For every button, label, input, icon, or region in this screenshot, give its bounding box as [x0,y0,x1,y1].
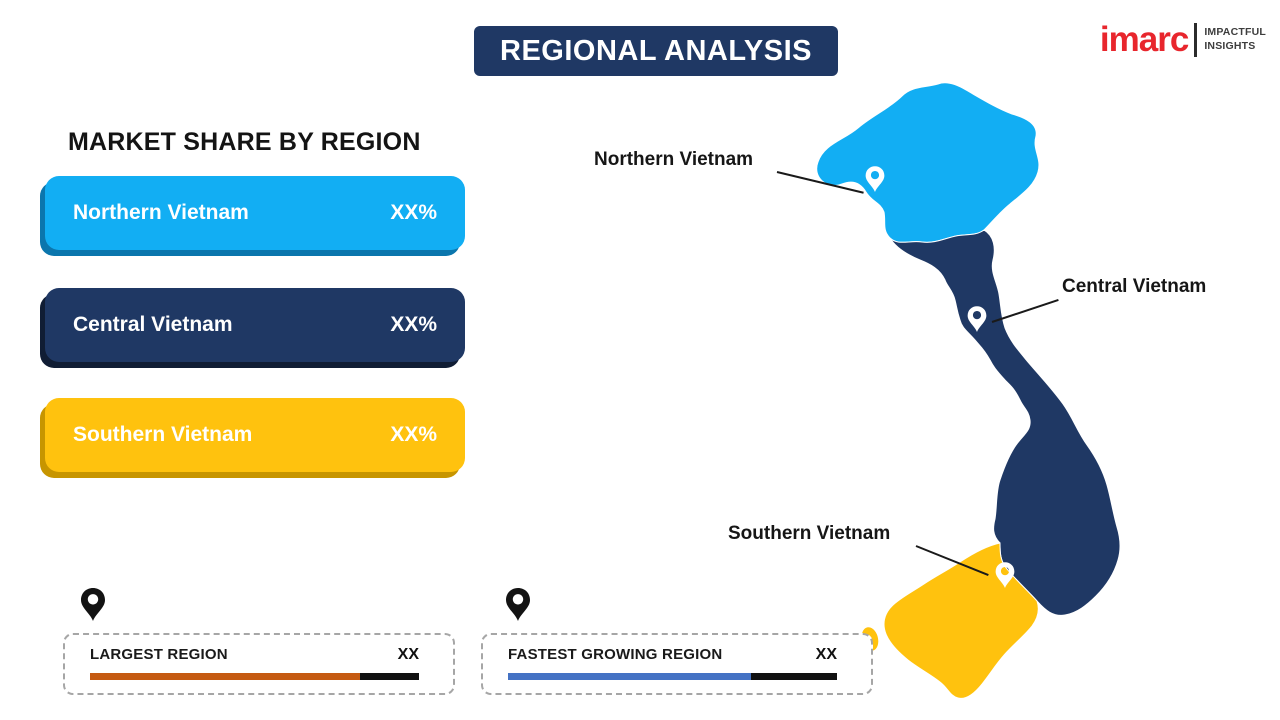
logo-tagline: IMPACTFUL INSIGHTS [1204,26,1266,52]
fastest-growing-region-bar [508,673,837,680]
share-bar-label: Southern Vietnam [73,423,253,446]
legend-row: FASTEST GROWING REGION XX [508,646,837,664]
bar-end-segment [751,673,837,680]
map-pin-southern-icon [995,562,1015,588]
share-bar-value: XX% [390,313,437,336]
share-bar-southern-vietnam: Southern Vietnam XX% [45,398,465,472]
map-label-northern-vietnam: Northern Vietnam [594,149,754,170]
share-bar-label: Northern Vietnam [73,201,249,224]
share-bar-central-vietnam: Central Vietnam XX% [45,288,465,362]
largest-region-pin-icon [81,588,105,621]
map-label-southern-vietnam: Southern Vietnam [728,523,891,544]
imarc-logo-text: imarc [1099,20,1189,59]
fastest-growing-region-pin-icon [506,588,530,621]
fastest-growing-region-value: XX [815,646,837,663]
bar-end-segment [359,673,419,680]
page-title-text: REGIONAL ANALYSIS [500,34,812,67]
share-bar-label: Central Vietnam [73,313,233,336]
logo-tagline-line2: INSIGHTS [1204,39,1256,52]
map-pin-northern-icon [865,166,885,192]
share-bar-northern-vietnam: Northern Vietnam XX% [45,176,465,250]
map-region-southern-vietnam [883,542,1039,699]
largest-region-value: XX [397,646,419,663]
fastest-growing-region-label: FASTEST GROWING REGION [508,646,723,663]
largest-region-label: LARGEST REGION [90,646,228,663]
market-share-heading: MARKET SHARE BY REGION [68,128,421,156]
imarc-logo: imarc IMPACTFUL INSIGHTS [1100,22,1266,57]
map-label-central-vietnam: Central Vietnam [1062,276,1207,297]
bar-main-segment [508,673,752,680]
largest-region-bar [90,673,419,680]
largest-region-box: LARGEST REGION XX [63,633,455,695]
bar-main-segment [90,673,360,680]
vietnam-map [816,82,1121,699]
logo-tagline-line1: IMPACTFUL [1204,26,1266,39]
map-region-northern-vietnam [816,82,1040,243]
share-bar-value: XX% [390,201,437,224]
page-title: REGIONAL ANALYSIS [474,26,838,76]
share-bar-value: XX% [390,423,437,446]
logo-divider [1194,22,1198,57]
fastest-growing-region-box: FASTEST GROWING REGION XX [481,633,873,695]
map-pin-central-icon [967,306,987,332]
legend-row: LARGEST REGION XX [90,646,419,664]
